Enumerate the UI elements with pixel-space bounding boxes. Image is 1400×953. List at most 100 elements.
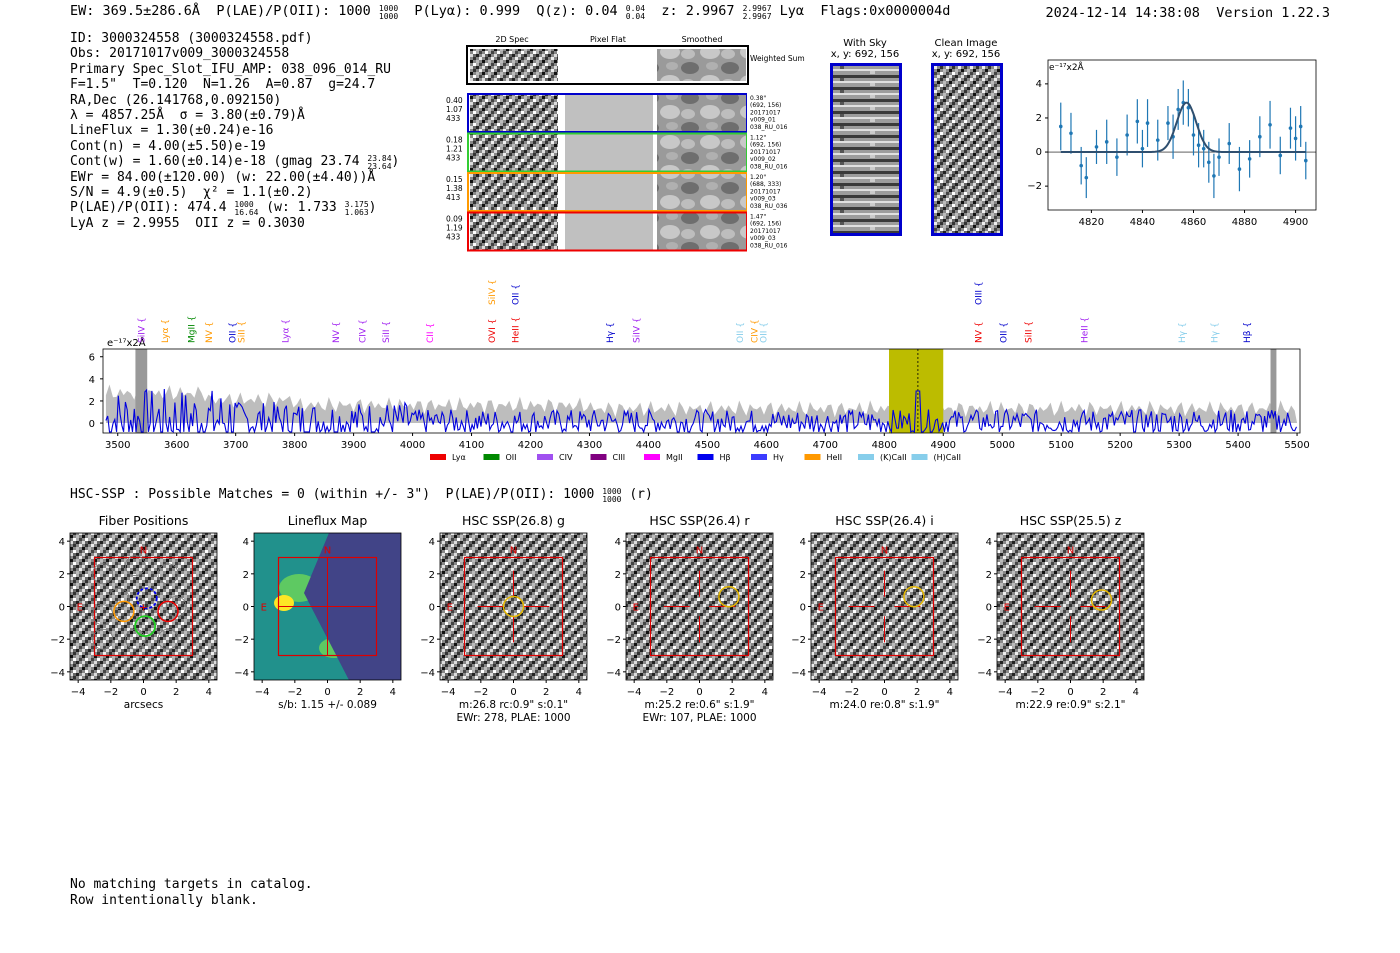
north-label: N: [1067, 545, 1074, 556]
zoom-point: [1104, 140, 1109, 144]
spec-legend-swatch: [590, 454, 607, 460]
panel-ytick-label: −4: [977, 668, 992, 679]
spec-legend-label: Hγ: [773, 453, 784, 462]
col-pixel-flat: Pixel Flat: [590, 35, 626, 44]
imaging-panel-1: Fiber Positions + N E 4 4 2 2 0 0 −2 −2 −4 −4 arcsecs: [50, 513, 218, 711]
fiber-2: [134, 615, 157, 637]
cutout-right-label: 20171017: [750, 149, 781, 156]
zoom-point: [1186, 105, 1191, 110]
panel-ytick-label: 0: [986, 603, 992, 614]
panel-box: [649, 556, 750, 657]
spec-legend-label: MgII: [666, 453, 683, 462]
spec-line-label: OII {: [759, 322, 769, 343]
spec-line-label: SiIV {: [137, 317, 147, 343]
cutout-right-label: 20171017: [750, 228, 781, 235]
zoom-xtick-label: 4820: [1079, 217, 1104, 228]
cutout-2d: [470, 174, 558, 210]
spec-xtick-label: 5400: [1225, 440, 1250, 451]
cutout-left-label: 413: [446, 193, 461, 202]
match-aperture: [502, 595, 525, 618]
spec-legend-label: (H)CaII: [934, 453, 961, 462]
panel-xtick-label: −4: [255, 687, 270, 698]
spec-xtick-label: 5000: [989, 440, 1014, 451]
spec-xtick-label: 4300: [577, 440, 602, 451]
zoom-point: [1201, 146, 1206, 151]
panel-xtick-label: −2: [844, 687, 859, 698]
panel-xtick-label: 2: [914, 687, 920, 698]
panel-ytick-label: 2: [986, 570, 992, 581]
cutout-right-label: (688, 333): [750, 181, 781, 188]
panel-xtick-label: 4: [1133, 687, 1139, 698]
zoom-point: [1293, 136, 1298, 141]
full-spectrum-chart: e⁻¹⁷x2Å 6 4 2 0 3500 3600 3700 3800 3900 4000 4100 4…: [89, 279, 1310, 462]
zoom-point: [1258, 134, 1262, 139]
spec-line-label: SiII {: [382, 321, 392, 343]
spec-line-label: OII {: [512, 284, 522, 305]
zoom-point: [1298, 124, 1303, 129]
sky-title: With Sky x, y: 692, 156: [830, 38, 900, 60]
panel-ytick-label: −4: [50, 668, 65, 679]
panel-xtick-label: 0: [510, 687, 516, 698]
panel-xtick-label: 4: [206, 687, 212, 698]
panel-ytick-label: −2: [234, 635, 249, 646]
zoom-fit-curve: [1060, 101, 1306, 153]
spec-xtick-label: 3500: [105, 440, 130, 451]
spec-legend-swatch: [483, 454, 500, 460]
spec-legend-label: CIII: [613, 453, 626, 462]
zoom-point: [1176, 107, 1180, 112]
panel-ytick-label: 2: [243, 570, 249, 581]
spec-legend-label: (K)CaII: [880, 453, 907, 462]
info-z: LyA z = 2.9955 OII z = 0.3030: [70, 215, 305, 231]
panel-ytick-label: 0: [429, 603, 435, 614]
cutout-left-label: 0.18: [446, 136, 463, 145]
spec-legend-swatch: [911, 454, 928, 460]
spec-xtick-label: 5500: [1284, 440, 1309, 451]
panel-ytick-label: 2: [615, 570, 621, 581]
col-smoothed: Smoothed: [682, 35, 723, 44]
zoom-point: [1268, 122, 1272, 127]
panel-xtick-label: −2: [473, 687, 488, 698]
panel-xtick-label: 2: [543, 687, 549, 698]
spec-flux-line: [105, 388, 1297, 435]
panel-xtick-label: 0: [881, 687, 887, 698]
panel-ytick-label: −2: [606, 635, 621, 646]
zoom-point: [1084, 175, 1089, 180]
zoom-point: [1058, 124, 1063, 129]
spec-xtick-label: 3700: [223, 440, 248, 451]
zoom-point: [1125, 133, 1129, 137]
zoom-point: [1079, 163, 1083, 168]
panel-xtick-label: 0: [140, 687, 146, 698]
match-aperture: [718, 585, 740, 608]
panel-box: [834, 556, 935, 657]
panel-caption: arcsecs: [124, 699, 163, 711]
panel-ytick-label: −2: [50, 635, 65, 646]
spec-xtick-label: 5100: [1048, 440, 1073, 451]
zoom-xtick-label: 4840: [1130, 217, 1155, 228]
fiber-circle: [157, 563, 179, 585]
spec-legend-swatch: [751, 454, 767, 460]
panel-ytick-label: −2: [977, 635, 992, 646]
panel-xtick-label: 4: [947, 687, 953, 698]
cutout-left-label: 1.21: [446, 145, 463, 154]
panel-ytick-label: 0: [615, 603, 621, 614]
panel-ytick-label: −4: [606, 668, 621, 679]
panel-ytick-label: −4: [234, 668, 249, 679]
zoom-ytick-label: 2: [1036, 113, 1042, 124]
panel-caption: m:26.8 rc:0.9" s:0.1": [459, 699, 568, 711]
zoom-point: [1155, 138, 1160, 142]
cutout-flat: [565, 134, 653, 171]
cutout-right-label: (692, 156): [750, 221, 781, 228]
spec-line-label: CIV {: [751, 319, 761, 343]
north-label: N: [510, 545, 517, 556]
cutout-left-label: 433: [446, 154, 461, 163]
cutout-smooth: [657, 213, 746, 250]
panel-title: HSC SSP(26.8) g: [462, 513, 565, 528]
cutout-right-label: 0.38": [750, 95, 766, 102]
zoom-point: [1135, 119, 1140, 124]
spec-legend-swatch: [644, 454, 660, 460]
fiber-3: [113, 600, 135, 623]
spec-ytick-label: 0: [89, 419, 95, 430]
